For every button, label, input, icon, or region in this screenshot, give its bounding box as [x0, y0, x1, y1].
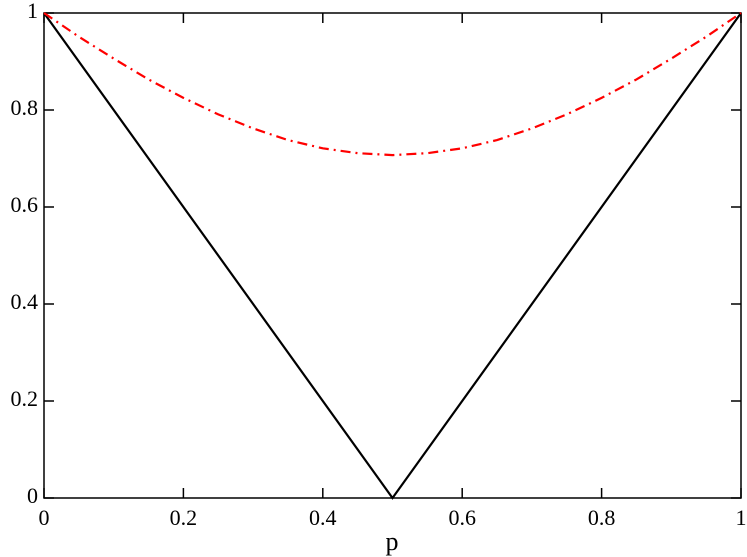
y-tick-label: 0.8	[11, 95, 39, 120]
y-tick-label: 0.4	[11, 289, 39, 314]
y-tick-label: 1	[27, 0, 38, 23]
x-tick-label: 0	[39, 505, 50, 530]
y-tick-label: 0	[27, 483, 38, 508]
x-tick-label: 0.4	[309, 505, 337, 530]
y-tick-label: 0.6	[11, 192, 39, 217]
x-tick-label: 0.6	[448, 505, 476, 530]
x-axis-label: p	[386, 527, 399, 556]
y-tick-label: 0.2	[11, 386, 39, 411]
plot-frame	[43, 12, 742, 499]
data-line	[43, 12, 742, 500]
x-tick-label: 0.8	[588, 505, 616, 530]
data-line	[43, 12, 742, 157]
x-tick-label: 0.2	[170, 505, 198, 530]
x-tick-label: 1	[736, 505, 747, 530]
